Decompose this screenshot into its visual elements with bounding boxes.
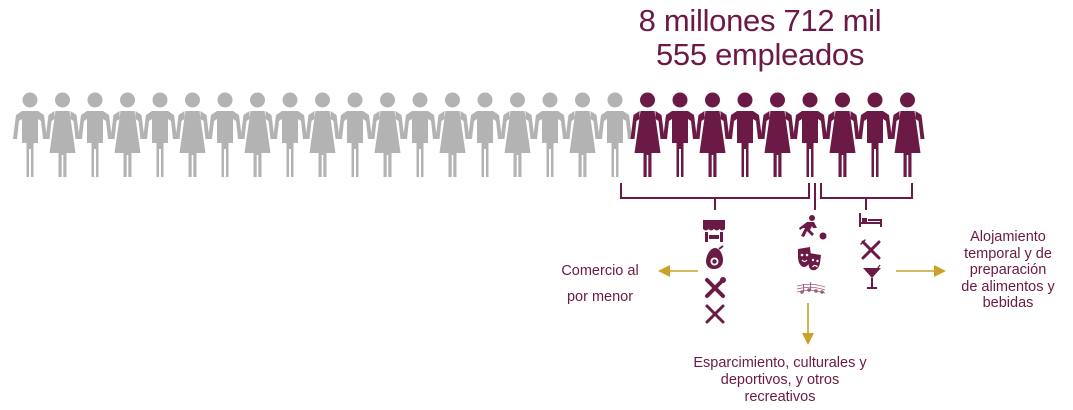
label-alojamiento: Alojamiento temporal y de preparación de… [945, 229, 1071, 312]
person-icon [240, 92, 275, 177]
person-icon-highlighted [630, 92, 665, 177]
headline-line2: 555 empleados [655, 37, 865, 72]
person-icon [370, 92, 405, 177]
person-icon [13, 92, 47, 177]
label-esparcimiento-line1: Esparcimiento, culturales y [693, 355, 867, 371]
label-comercio-line2: por menor [566, 289, 634, 305]
runner-ball-icon [799, 215, 827, 240]
person-icon [273, 92, 307, 177]
person-icon [110, 92, 145, 177]
person-icon [565, 92, 600, 177]
fork-knife-icon [860, 239, 881, 260]
label-alojamiento-line3: preparación [969, 262, 1047, 278]
person-icon [208, 92, 242, 177]
sector-bracket [620, 183, 913, 210]
person-icon-highlighted [695, 92, 730, 177]
person-icon-highlighted [825, 92, 860, 177]
arrow-right [896, 265, 946, 277]
arrow-left [658, 265, 698, 277]
person-icon [143, 92, 177, 177]
cocktail-icon [863, 264, 881, 289]
theater-masks-icon [798, 247, 821, 271]
person-icon [500, 92, 535, 177]
bed-icon [859, 213, 882, 227]
people-row [13, 92, 925, 177]
headline: 8 millones 712 mil 555 empleados [560, 4, 960, 72]
label-alojamiento-line5: bebidas [982, 295, 1034, 311]
person-icon-highlighted [760, 92, 795, 177]
label-alojamiento-line4: de alimentos y [961, 278, 1055, 295]
person-icon-highlighted [663, 92, 697, 177]
label-alojamiento-line1: Alojamiento [970, 229, 1046, 245]
person-icon [78, 92, 112, 177]
person-icon-highlighted [793, 92, 827, 177]
person-icon [338, 92, 372, 177]
label-comercio: Comercio al por menor [540, 258, 660, 310]
label-esparcimiento: Esparcimiento, culturales y deportivos, … [660, 355, 900, 406]
music-notes-icon [796, 282, 826, 294]
person-icon [403, 92, 437, 177]
person-icon [598, 92, 632, 177]
person-icon [468, 92, 502, 177]
person-icon [533, 92, 567, 177]
person-icon-highlighted [890, 92, 925, 177]
utensils-icon [705, 304, 725, 324]
label-esparcimiento-line3: recreativos [744, 389, 816, 405]
market-stall-icon [703, 220, 725, 242]
arrow-down [802, 303, 814, 345]
person-icon [45, 92, 80, 177]
person-icon [305, 92, 340, 177]
label-comercio-line1: Comercio al [561, 263, 639, 279]
person-icon-highlighted [858, 92, 892, 177]
person-icon-highlighted [728, 92, 762, 177]
label-alojamiento-line2: temporal y de [964, 245, 1052, 262]
avocado-icon [706, 245, 724, 269]
person-icon [435, 92, 470, 177]
person-icon [175, 92, 210, 177]
tools-icon [705, 277, 726, 298]
label-esparcimiento-line2: deportivos, y otros [720, 372, 840, 388]
headline-line1: 8 millones 712 mil [638, 3, 882, 38]
